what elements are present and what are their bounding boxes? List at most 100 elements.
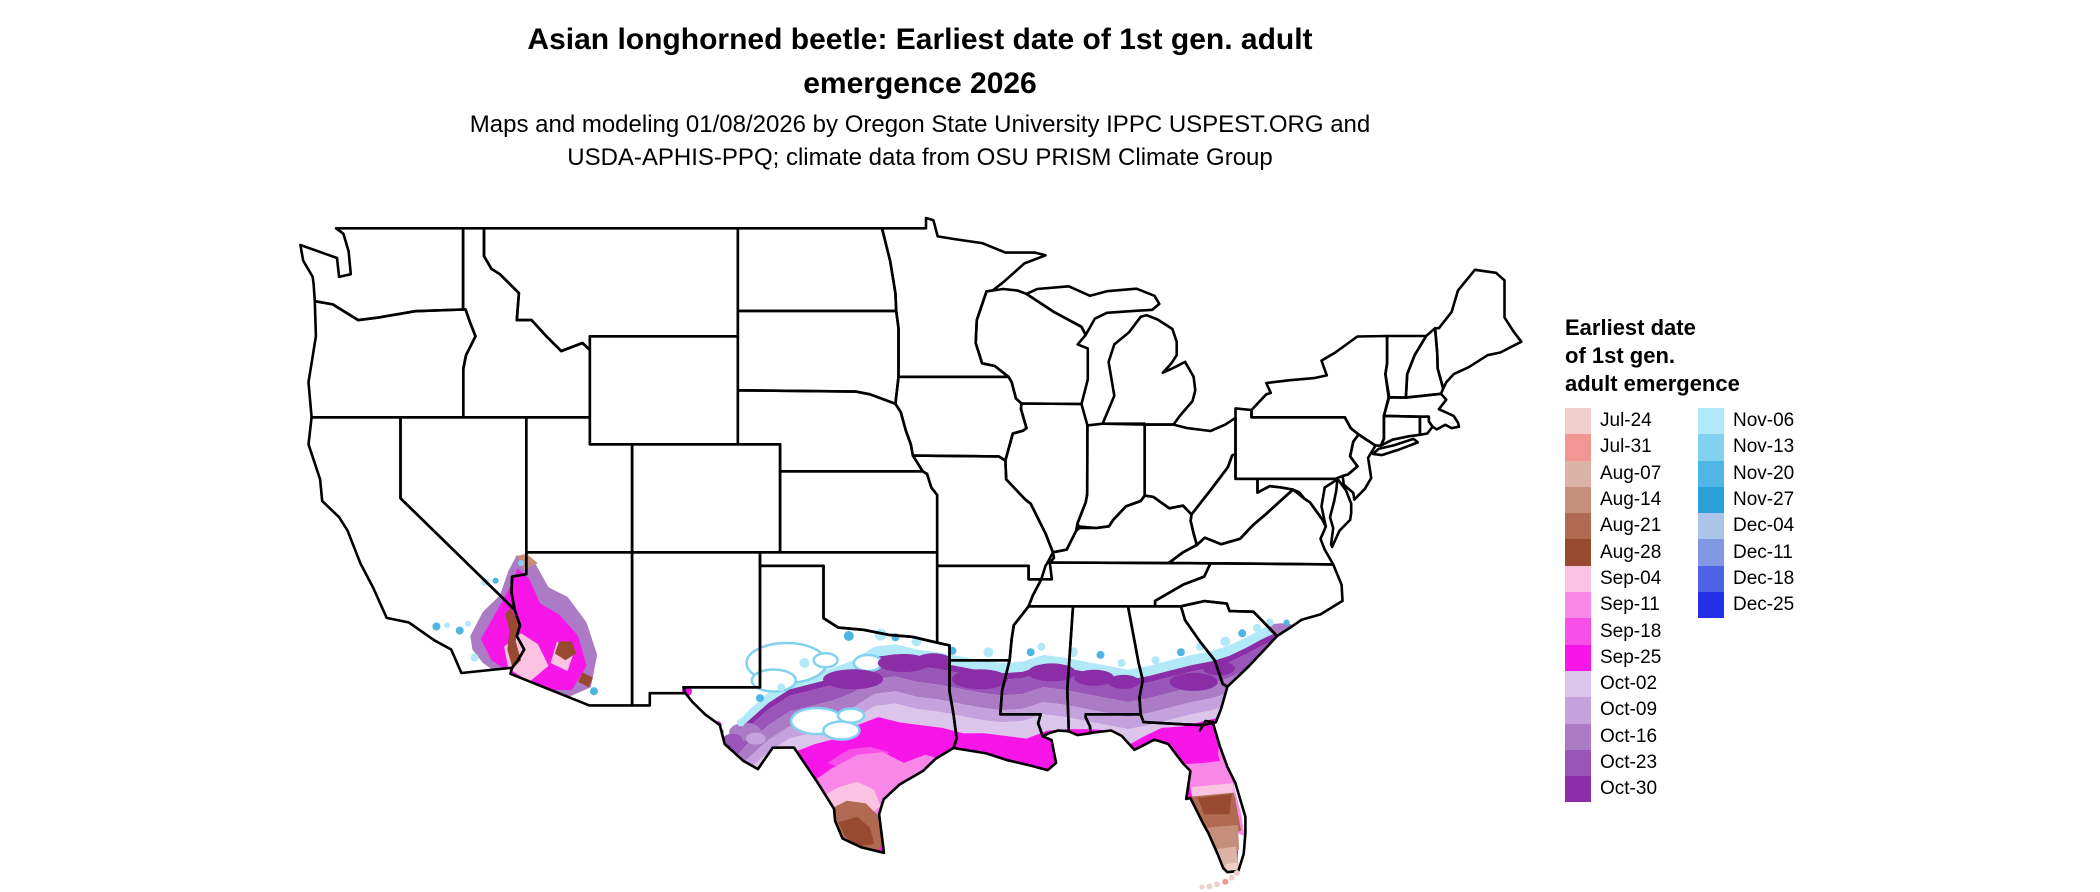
keys-dot bbox=[1213, 881, 1220, 888]
keys-dot bbox=[1206, 883, 1213, 890]
state-shape-li bbox=[1372, 438, 1418, 456]
legend-entry: Oct-16 bbox=[1565, 723, 1661, 750]
legend-label: Aug-14 bbox=[1600, 489, 1662, 511]
keys-dot bbox=[1233, 870, 1240, 876]
emergence-speck bbox=[756, 694, 764, 703]
legend-entry: Dec-11 bbox=[1698, 539, 1794, 566]
legend-entry: Aug-07 bbox=[1565, 460, 1661, 487]
emergence-region bbox=[1197, 793, 1232, 815]
legend-swatch bbox=[1698, 539, 1724, 566]
legend-swatch bbox=[1698, 408, 1724, 435]
state-shape-or bbox=[308, 301, 476, 418]
emergence-speck bbox=[518, 560, 524, 567]
legend-label: Sep-25 bbox=[1600, 646, 1662, 668]
legend-entry: Oct-02 bbox=[1565, 670, 1661, 698]
emergence-speck bbox=[1253, 623, 1261, 632]
emergence-patch bbox=[852, 653, 884, 673]
legend-entries: Jul-24 Jul-31 Aug-07 Aug-14 Aug-21 Aug-28 Sep-… bbox=[1565, 408, 1865, 808]
state-shape-pa bbox=[1235, 408, 1359, 479]
state-shape-sd bbox=[737, 310, 899, 404]
state-shape-nc bbox=[1155, 563, 1343, 636]
state-border-me bbox=[1433, 268, 1523, 390]
emergence-speck bbox=[777, 683, 786, 692]
legend-swatch bbox=[1698, 486, 1724, 514]
legend-swatch bbox=[1565, 749, 1591, 777]
state-border-az bbox=[509, 551, 634, 707]
legend-swatch bbox=[1565, 670, 1591, 698]
state-shape-ut bbox=[526, 417, 633, 553]
legend-label: Sep-04 bbox=[1600, 567, 1662, 589]
emergence-speck bbox=[1096, 650, 1105, 659]
legend-swatch bbox=[1565, 618, 1591, 645]
state-shape-il bbox=[1005, 403, 1088, 553]
legend-swatch bbox=[1698, 565, 1724, 593]
emergence-patch bbox=[1074, 669, 1115, 686]
legend-title: Earliest date of 1st gen. adult emergenc… bbox=[1565, 314, 1865, 398]
legend-entry: Nov-20 bbox=[1698, 460, 1794, 487]
legend-label: Dec-11 bbox=[1733, 541, 1793, 563]
state-border-li bbox=[1371, 437, 1420, 457]
legend-entry: Dec-25 bbox=[1698, 592, 1795, 619]
legend-swatch bbox=[1565, 513, 1591, 540]
legend-label: Jul-31 bbox=[1600, 436, 1652, 458]
legend-label: Dec-18 bbox=[1733, 567, 1795, 589]
state-shape-ma bbox=[1383, 393, 1459, 430]
emergence-patch bbox=[745, 732, 766, 745]
legend-entry: Dec-18 bbox=[1698, 565, 1795, 593]
legend-swatch bbox=[1565, 565, 1591, 593]
keys-dot bbox=[1222, 878, 1229, 885]
legend-swatch bbox=[1565, 460, 1591, 487]
legend-swatch bbox=[1698, 592, 1724, 619]
legend-label: Sep-11 bbox=[1600, 594, 1660, 616]
state-shape-mi-up bbox=[1026, 286, 1160, 335]
emergence-patch bbox=[1027, 663, 1076, 682]
emergence-region bbox=[554, 641, 576, 661]
legend-label: Dec-25 bbox=[1733, 594, 1795, 616]
state-shape-ny bbox=[1251, 336, 1390, 446]
legend-entry: Nov-06 bbox=[1698, 408, 1794, 435]
state-shape-ne bbox=[737, 390, 923, 472]
legend-entry: Nov-27 bbox=[1698, 486, 1795, 514]
subtitle-line-2: USDA-APHIS-PPQ; climate data from OSU PR… bbox=[567, 144, 1273, 171]
state-border-nj bbox=[1341, 433, 1377, 501]
state-shape-tn bbox=[1028, 562, 1211, 607]
emergence-region bbox=[505, 607, 521, 669]
state-border-in bbox=[1076, 422, 1146, 530]
legend-label: Nov-13 bbox=[1733, 436, 1795, 458]
state-shape-wy bbox=[589, 336, 738, 445]
state-shape-mt bbox=[484, 228, 738, 352]
legend-entry: Oct-23 bbox=[1565, 749, 1661, 777]
map-legend: Earliest date of 1st gen. adult emergenc… bbox=[1565, 314, 1865, 808]
emergence-speck bbox=[1026, 648, 1035, 657]
legend-entry: Oct-09 bbox=[1565, 697, 1661, 724]
state-shape-mn bbox=[882, 218, 1046, 377]
state-shape-me bbox=[1435, 269, 1522, 389]
legend-swatch bbox=[1698, 513, 1724, 540]
emergence-patch bbox=[1107, 674, 1140, 689]
legend-label: Nov-27 bbox=[1733, 489, 1795, 511]
state-shape-wi bbox=[975, 289, 1088, 404]
emergence-patch bbox=[722, 733, 743, 746]
subtitle-line-1: Maps and modeling 01/08/2026 by Oregon S… bbox=[469, 111, 1371, 138]
emergence-patch bbox=[812, 652, 839, 669]
state-border-ia bbox=[894, 375, 1028, 462]
legend-entry: Aug-14 bbox=[1565, 486, 1662, 514]
emergence-speck bbox=[465, 620, 472, 627]
state-shape-oh bbox=[1144, 417, 1236, 515]
state-shape-ks bbox=[780, 471, 938, 553]
legend-entry: Aug-28 bbox=[1565, 539, 1661, 566]
legend-swatch bbox=[1565, 592, 1591, 619]
emergence-patch bbox=[823, 669, 884, 690]
emergence-speck bbox=[1117, 659, 1126, 667]
state-shape-ct bbox=[1380, 415, 1420, 446]
state-shape-mi bbox=[1102, 315, 1196, 425]
emergence-region bbox=[1225, 862, 1240, 873]
state-border-tx bbox=[682, 564, 958, 855]
legend-swatch bbox=[1565, 644, 1591, 671]
state-shape-ca bbox=[308, 417, 525, 673]
keys-dot bbox=[1199, 884, 1205, 890]
state-shape-wa bbox=[300, 228, 464, 321]
state-shape-co bbox=[632, 444, 781, 553]
state-border-mi bbox=[1101, 313, 1197, 426]
state-border-sc bbox=[1179, 599, 1279, 688]
